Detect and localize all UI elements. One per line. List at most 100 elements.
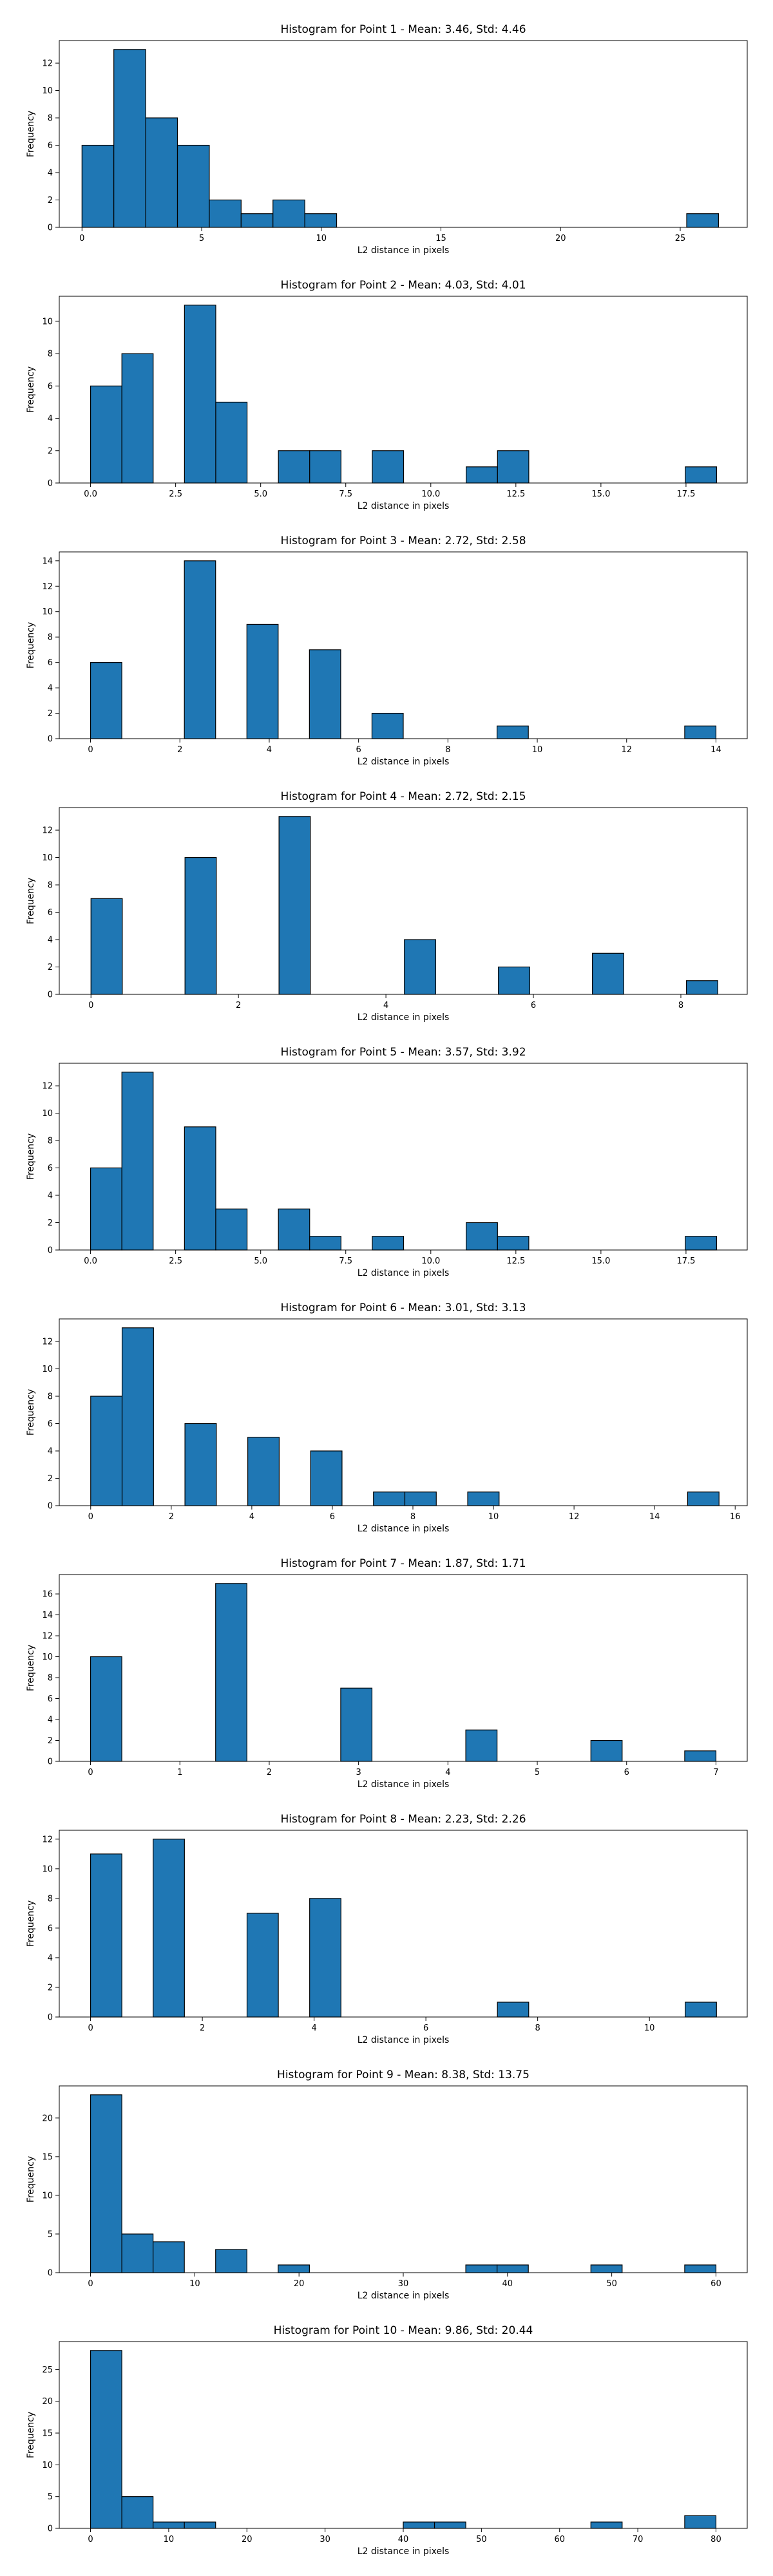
y-tick-label: 8 (48, 633, 53, 643)
y-tick-label: 2 (48, 709, 53, 719)
chart-panel-10: Histogram for Point 10 - Mean: 9.86, Std… (26, 2324, 748, 2557)
histogram-bar (592, 952, 624, 995)
y-tick-label: 5 (48, 2230, 53, 2239)
y-tick-label: 0 (48, 1757, 53, 1767)
x-tick-label: 7 (713, 1768, 718, 1777)
y-tick-label: 4 (48, 1953, 53, 1963)
x-axis-label: L2 distance in pixels (358, 1524, 450, 1534)
histogram-bar (246, 623, 279, 739)
x-tick-label: 10 (644, 2023, 655, 2033)
y-tick-label: 2 (48, 1474, 53, 1484)
histogram-bar (685, 1236, 718, 1251)
histogram-bar (373, 1492, 406, 1506)
histogram-bar (304, 213, 338, 228)
x-axis-label: L2 distance in pixels (358, 2291, 450, 2301)
y-tick-label: 8 (48, 350, 53, 359)
x-tick-label: 17.5 (676, 489, 695, 499)
chart-title: Histogram for Point 3 - Mean: 2.72, Std:… (280, 535, 526, 547)
histogram-bar (465, 2264, 498, 2273)
histogram-bar (272, 199, 305, 228)
histogram-bar (497, 725, 529, 739)
x-tick-label: 80 (711, 2535, 721, 2544)
y-tick-label: 0 (48, 990, 53, 1000)
x-tick-label: 17.5 (676, 1256, 695, 1266)
y-tick-label: 10 (42, 317, 53, 327)
plot-frame (59, 40, 748, 228)
x-axis-label: L2 distance in pixels (358, 501, 450, 511)
histogram-bar (184, 560, 216, 739)
x-tick-label: 20 (242, 2535, 253, 2544)
y-axis-label: Frequency (26, 111, 36, 157)
x-tick-label: 2 (169, 1512, 174, 1522)
y-tick-label: 10 (42, 1109, 53, 1119)
y-axis-label: Frequency (26, 1900, 36, 1947)
y-tick-label: 4 (48, 414, 53, 424)
y-tick-label: 8 (48, 1674, 53, 1683)
histogram-bar (371, 712, 404, 739)
y-tick-label: 4 (48, 169, 53, 178)
histogram-bar (90, 898, 123, 995)
y-tick-label: 4 (48, 1716, 53, 1725)
y-tick-label: 0 (48, 2013, 53, 2023)
x-tick-label: 4 (311, 2023, 316, 2033)
histogram-bar (177, 144, 210, 228)
histogram-bar (121, 1327, 154, 1506)
histogram-bar (121, 2233, 154, 2273)
plot-frame (59, 2341, 748, 2529)
histogram-bar (215, 401, 248, 484)
y-tick-label: 8 (48, 1137, 53, 1146)
x-tick-label: 15.0 (591, 1256, 610, 1266)
histogram-bar (310, 1450, 343, 1506)
y-tick-label: 15 (42, 2429, 53, 2439)
histogram-bar (184, 2521, 216, 2529)
y-tick-label: 10 (42, 2461, 53, 2470)
x-tick-label: 5 (535, 1768, 540, 1777)
x-tick-label: 4 (249, 1512, 254, 1522)
histogram-bar (90, 1656, 122, 1762)
x-tick-label: 2 (267, 1768, 272, 1777)
histogram-bar (215, 1208, 248, 1251)
histogram-bar (240, 213, 274, 228)
x-tick-label: 40 (398, 2535, 409, 2544)
y-tick-label: 0 (48, 1246, 53, 1256)
plot-frame (59, 807, 748, 995)
histogram-bar (309, 649, 341, 739)
y-tick-label: 8 (48, 1392, 53, 1402)
x-axis-label: L2 distance in pixels (358, 1779, 450, 1790)
y-tick-label: 2 (48, 1983, 53, 1993)
plot-frame (59, 1830, 748, 2018)
y-tick-label: 4 (48, 684, 53, 694)
histogram-bar (81, 144, 115, 228)
x-tick-label: 0 (88, 2279, 93, 2289)
histogram-bar (685, 980, 718, 995)
x-tick-label: 60 (711, 2279, 721, 2289)
x-tick-label: 4 (445, 1768, 450, 1777)
histogram-bar (121, 353, 154, 484)
x-tick-label: 6 (531, 1001, 536, 1010)
x-tick-label: 4 (267, 745, 272, 755)
y-tick-label: 2 (48, 1218, 53, 1228)
x-tick-label: 15.0 (591, 489, 610, 499)
x-tick-label: 16 (730, 1512, 741, 1522)
histogram-bar (404, 939, 436, 995)
x-tick-label: 40 (502, 2279, 513, 2289)
y-tick-label: 5 (48, 2492, 53, 2502)
x-tick-label: 14 (649, 1512, 660, 1522)
plot-frame (59, 296, 748, 484)
x-tick-label: 12 (569, 1512, 580, 1522)
y-tick-label: 0 (48, 479, 53, 489)
y-axis-label: Frequency (26, 1645, 36, 1691)
x-axis-label: L2 distance in pixels (358, 1268, 450, 1278)
histogram-bar (215, 1583, 247, 1762)
y-tick-label: 10 (42, 1365, 53, 1374)
y-axis-label: Frequency (26, 366, 36, 413)
chart-title: Histogram for Point 9 - Mean: 8.38, Std:… (277, 2069, 530, 2081)
y-tick-label: 4 (48, 1447, 53, 1457)
x-tick-label: 0 (88, 1001, 93, 1010)
histogram-bar (184, 305, 216, 484)
y-tick-label: 4 (48, 936, 53, 945)
x-tick-label: 12 (621, 745, 632, 755)
x-tick-label: 60 (554, 2535, 565, 2544)
histogram-bar (497, 1236, 530, 1251)
y-tick-label: 10 (42, 86, 53, 96)
